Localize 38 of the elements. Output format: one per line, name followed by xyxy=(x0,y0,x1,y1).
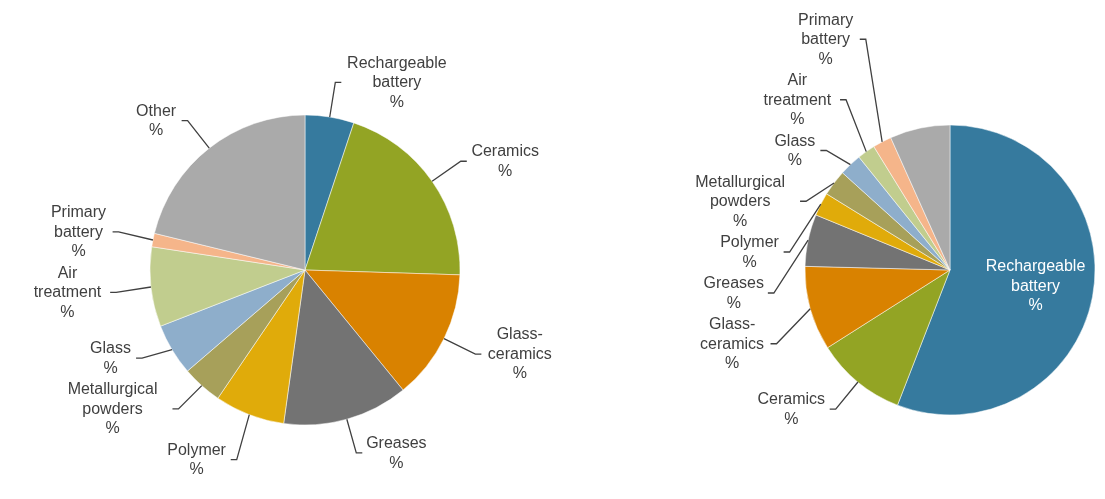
data-label: % xyxy=(742,252,757,270)
slice-label: Glass xyxy=(90,339,132,357)
slice-label: Other xyxy=(136,101,177,119)
data-label: % xyxy=(389,92,405,110)
data-label: % xyxy=(71,242,86,260)
data-label: % xyxy=(498,161,513,179)
data-label: % xyxy=(389,453,404,471)
slice-label: Polymer xyxy=(167,440,227,458)
slice-label: Glass-ceramics xyxy=(487,325,552,362)
slice-label: Primary battery xyxy=(50,203,107,240)
slice-label: Air treatment xyxy=(33,263,102,301)
slice-label: Primary battery xyxy=(798,10,854,48)
slice-label: Ceramics xyxy=(757,390,826,408)
slice-label: Rechargeable battery xyxy=(347,53,447,91)
slice-label: Greases xyxy=(366,434,427,452)
slice-label: Greases xyxy=(703,274,764,292)
slice-label: Rechargeable battery xyxy=(985,257,1086,294)
data-label: % xyxy=(733,211,748,229)
slice-label: Ceramics xyxy=(471,142,539,160)
data-label: % xyxy=(1028,296,1043,314)
data-label: % xyxy=(787,151,802,169)
data-label: % xyxy=(790,110,805,128)
data-label: % xyxy=(60,302,75,320)
data-label: % xyxy=(105,419,120,437)
slice-label: Air treatment xyxy=(763,71,832,108)
data-label: % xyxy=(818,49,833,67)
slice-label: Glass-ceramics xyxy=(700,315,765,352)
data-label: % xyxy=(512,364,527,382)
data-label: % xyxy=(148,121,164,139)
slice-label: Glass xyxy=(774,131,816,149)
data-label: % xyxy=(189,460,204,478)
data-label: % xyxy=(726,293,741,311)
data-label: % xyxy=(103,358,118,376)
slice-label: Polymer xyxy=(720,233,780,251)
slice-label: Metallurgical powders xyxy=(67,380,158,417)
slice-label: Metallurgical powders xyxy=(695,172,786,210)
data-label: % xyxy=(784,409,799,427)
data-label: % xyxy=(725,354,740,372)
